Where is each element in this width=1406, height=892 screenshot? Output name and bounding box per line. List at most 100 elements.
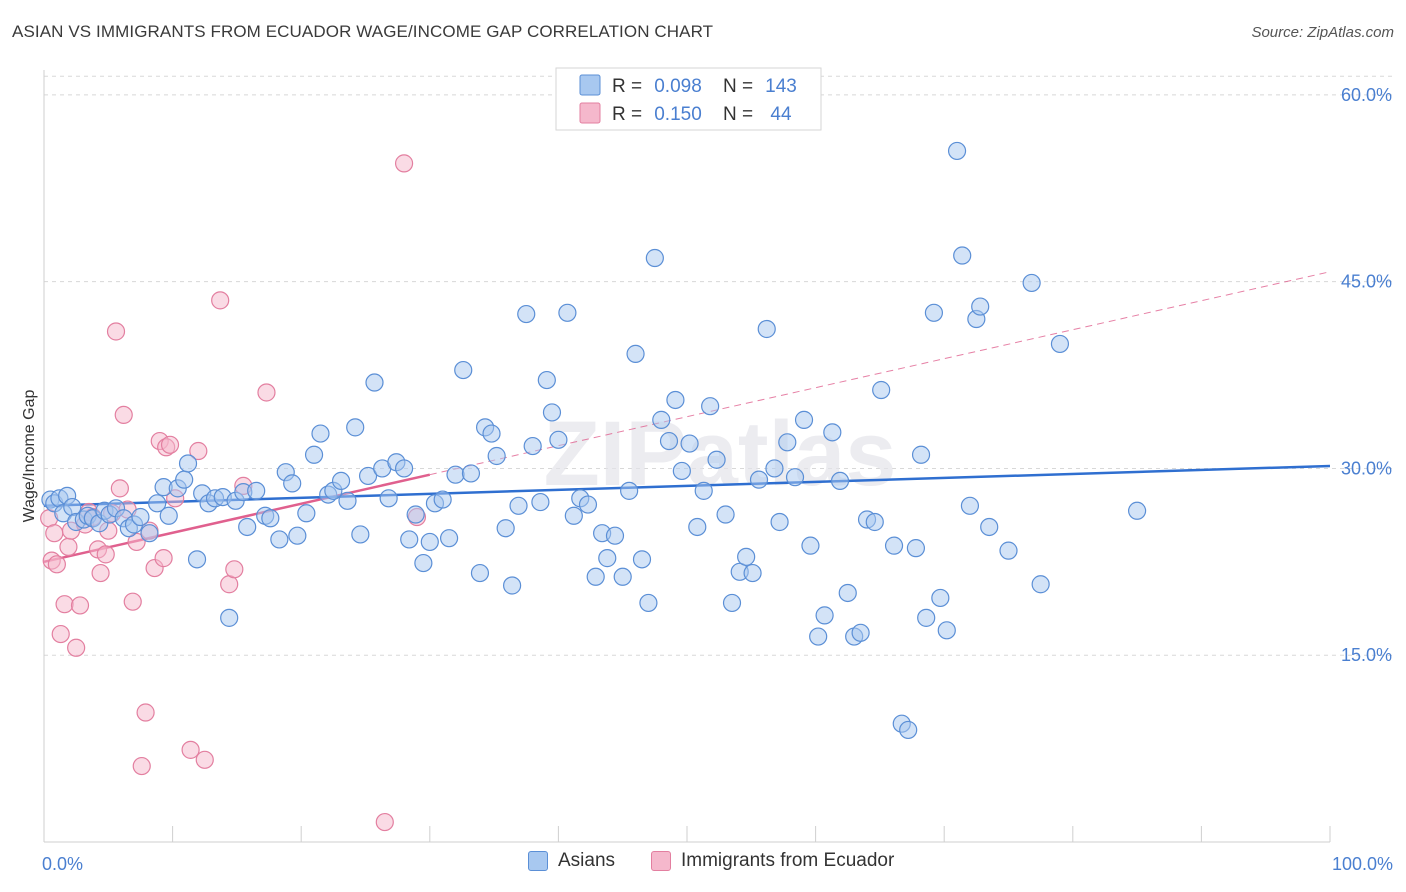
asians-point xyxy=(865,512,884,532)
ecuador-point xyxy=(160,435,180,454)
asians-point xyxy=(765,459,784,478)
asians-point xyxy=(872,380,891,400)
trend-line-ecuador-extension xyxy=(429,271,1331,476)
ecuador-point xyxy=(181,740,200,759)
ecuador-point xyxy=(47,555,66,574)
asians-point xyxy=(971,297,990,316)
asians-point xyxy=(626,344,645,363)
asians-point xyxy=(379,489,398,508)
asians-point xyxy=(785,468,805,487)
y-axis-label: Wage/Income Gap xyxy=(21,390,38,523)
asians-point xyxy=(187,550,207,569)
ecuador-point xyxy=(91,563,110,583)
asians-point xyxy=(1050,334,1070,354)
asians-point xyxy=(351,525,370,544)
asians-point xyxy=(482,424,501,443)
asians-point xyxy=(261,509,280,528)
asians-point xyxy=(420,532,439,552)
asians-point xyxy=(666,390,685,410)
asians-point xyxy=(632,550,652,569)
axis-labels: 15.0% 30.0% 45.0% 60.0% 0.0% 100.0% Wage/Incom… xyxy=(21,85,1393,874)
asians-point xyxy=(749,470,769,489)
asians-point xyxy=(620,481,639,500)
asians-point xyxy=(140,524,159,543)
asians-point xyxy=(220,608,239,627)
asians-point xyxy=(542,403,562,422)
asians-point xyxy=(178,454,198,473)
asians-point xyxy=(652,410,671,429)
ecuador-point xyxy=(106,322,126,341)
asians-point xyxy=(639,593,658,613)
asians-point xyxy=(980,517,999,537)
x-tick-label: 0.0% xyxy=(42,854,83,874)
legend-n-label: N = xyxy=(723,104,753,125)
asians-point xyxy=(549,430,568,449)
asians-point xyxy=(496,519,515,538)
legend-item-ecuador[interactable]: Immigrants from Ecuador xyxy=(651,850,894,872)
ecuador-point xyxy=(114,405,133,425)
source-label: Source: ZipAtlas.com xyxy=(1251,24,1394,41)
ecuador-point xyxy=(394,154,414,173)
asians-point xyxy=(400,530,419,549)
asians-point xyxy=(358,466,378,486)
asians-point xyxy=(1022,273,1041,293)
asians-point xyxy=(809,627,828,646)
ecuador-point xyxy=(96,545,115,564)
asians-point xyxy=(461,464,481,483)
asians-point xyxy=(906,539,926,558)
asians-point xyxy=(838,583,857,603)
bottom-legend: Asians Immigrants from Ecuador xyxy=(0,850,1406,880)
asians-point xyxy=(446,465,465,484)
asians-point xyxy=(1031,575,1050,594)
asians-point xyxy=(823,423,842,442)
asians-point xyxy=(331,471,351,491)
asians-point xyxy=(148,494,167,513)
asians-point xyxy=(999,541,1018,560)
asians-point xyxy=(899,720,918,740)
asians-point xyxy=(304,445,324,464)
ecuador-point xyxy=(110,479,129,498)
asians-point xyxy=(558,303,577,322)
asians-point xyxy=(743,563,762,583)
y-tick-label: 60.0% xyxy=(1341,85,1392,105)
asians-point xyxy=(884,536,904,555)
asians-point xyxy=(680,434,699,453)
axes xyxy=(43,70,1331,843)
asians-point xyxy=(509,496,528,515)
ecuador-point xyxy=(132,756,151,776)
asians-point xyxy=(659,431,679,451)
asians-point xyxy=(523,436,542,456)
asians-point xyxy=(487,446,506,466)
asians-point xyxy=(247,481,266,500)
asians-point xyxy=(311,424,330,443)
asians-point xyxy=(645,248,664,268)
legend-label-asians: Asians xyxy=(558,850,616,871)
legend-r-label: R = xyxy=(612,76,642,97)
asians-point xyxy=(694,481,713,500)
legend-n-value: 44 xyxy=(770,104,792,125)
asians-point xyxy=(931,588,950,608)
asians-point xyxy=(701,397,720,416)
asians-point xyxy=(688,517,707,537)
asians-point xyxy=(238,517,257,537)
legend-r-value: 0.150 xyxy=(654,104,702,125)
asians-point xyxy=(613,567,632,586)
asians-point xyxy=(737,547,756,566)
asians-point xyxy=(778,433,797,452)
legend-n-value: 143 xyxy=(765,76,797,97)
ecuador-point xyxy=(45,524,64,543)
asians-point xyxy=(503,576,522,595)
asians-point xyxy=(605,526,625,545)
legend-r-value: 0.098 xyxy=(654,76,702,97)
asians-point xyxy=(346,418,365,437)
asians-point xyxy=(1127,501,1147,520)
asians-point xyxy=(537,370,556,390)
top-legend: R = 0.098 N = 143 R = 0.150 N = 44 xyxy=(555,67,822,131)
asians-point xyxy=(917,608,936,627)
ecuador-point xyxy=(195,750,214,769)
asians-point xyxy=(672,461,691,481)
asians-point xyxy=(716,505,735,524)
legend-item-asians[interactable]: Asians xyxy=(528,850,615,872)
legend-n-label: N = xyxy=(723,76,753,97)
